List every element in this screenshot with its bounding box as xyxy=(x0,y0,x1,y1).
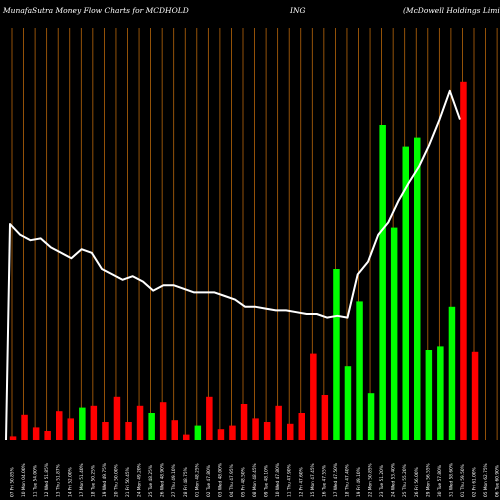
bar xyxy=(44,431,51,440)
bar xyxy=(136,405,144,440)
x-tick-label: 12 Fri 47.60% xyxy=(298,467,304,497)
bar xyxy=(206,396,213,440)
x-tick-label: 25 Thu 55.20% xyxy=(402,464,408,497)
x-tick-label: 27 Thu 49.10% xyxy=(171,464,177,497)
bar xyxy=(194,425,202,440)
bar xyxy=(90,405,98,440)
bar xyxy=(229,425,236,440)
x-tick-label: 24 Wed 53.40% xyxy=(391,463,397,497)
bar xyxy=(102,422,109,440)
bar xyxy=(437,346,444,440)
x-tick-labels: 07 Fri 50.85% 10 Mon 04.00% 11 Tue 54.00% 1… xyxy=(10,463,500,497)
bar xyxy=(56,411,63,440)
x-tick-label: 26 Fri 56.00% xyxy=(414,467,420,497)
bar xyxy=(9,436,17,440)
x-tick-label: 02 Tue 47.80% xyxy=(206,465,212,497)
x-tick-label: 01 Mon 48.25% xyxy=(194,463,200,497)
title-right: (McDowell Holdings Limit xyxy=(403,6,500,15)
x-tick-label: 14 Fri 52.00% xyxy=(67,467,73,497)
bar xyxy=(356,301,363,440)
x-tick-label: 08 Mon 48.45% xyxy=(252,463,258,497)
bar xyxy=(67,418,74,440)
x-tick-label: 07 Fri 50.85% xyxy=(10,467,16,497)
bar xyxy=(113,396,121,440)
bar xyxy=(171,420,178,440)
x-tick-label: 12 Wed 51.85% xyxy=(44,463,50,497)
bar xyxy=(21,414,28,440)
x-tick-label: 10 Mon 04.00% xyxy=(21,463,27,497)
bar xyxy=(263,422,271,440)
x-tick-label: 24 Mon 49.20% xyxy=(137,463,143,497)
x-tick-label: 10 Wed 47.80% xyxy=(275,463,281,497)
bar xyxy=(79,407,86,440)
title-left: MunafaSutra Money Flow Charts for MCDHOL… xyxy=(2,6,189,15)
bar xyxy=(448,306,456,440)
x-tick-label: 31 Wed 58.60% xyxy=(448,463,454,497)
x-tick-label: 15 Mon 47.45% xyxy=(310,463,316,497)
bar xyxy=(125,422,132,440)
chart-title: MunafaSutra Money Flow Charts for MCDHOL… xyxy=(2,6,500,15)
bar xyxy=(402,146,409,440)
x-tick-label: 09 Tue 48.10% xyxy=(264,465,270,497)
x-tick-label: 17 Mon 51.40% xyxy=(79,463,85,497)
x-tick-label: 25 Tue 48.25% xyxy=(148,465,154,497)
x-tick-label: 19 Fri 49.10% xyxy=(356,467,362,497)
x-tick-label: 23 Tue 51.20% xyxy=(379,465,385,497)
title-middle: ING xyxy=(289,6,306,15)
x-tick-label: 18 Tue 50.25% xyxy=(90,465,96,497)
bar xyxy=(217,429,225,440)
money-flow-line xyxy=(5,89,461,441)
bar xyxy=(240,404,248,440)
x-tick-label: 02 Fri 61.00% xyxy=(472,467,478,497)
x-tick-label: 19 Wed 49.75% xyxy=(102,463,108,497)
bar xyxy=(32,427,40,440)
x-tick-label: 11 Tue 54.00% xyxy=(33,465,39,497)
bar xyxy=(414,137,421,440)
x-tick-label: 29 Mon 56.55% xyxy=(425,463,431,497)
x-tick-label: 16 Tue 47.55% xyxy=(321,465,327,497)
x-tick-label: 18 Thu 47.40% xyxy=(345,464,351,497)
bars xyxy=(9,81,479,441)
x-tick-label: 04 Thu 47.95% xyxy=(229,464,235,497)
bar xyxy=(379,125,386,440)
x-tick-label: 17 Wed 47.50% xyxy=(333,463,339,497)
bar xyxy=(275,405,282,440)
bar xyxy=(471,351,479,440)
bar xyxy=(287,423,294,440)
x-tick-label: 06 Tue 60.90% xyxy=(495,465,500,497)
bar xyxy=(333,269,340,440)
x-tick-label: 13 Thu 51.87% xyxy=(56,464,62,497)
x-tick-label: 26 Wed 48.90% xyxy=(160,463,166,497)
x-tick-label: 30 Tue 57.80% xyxy=(437,465,443,497)
bar xyxy=(252,418,259,440)
bar xyxy=(183,434,190,440)
x-tick-label: 28 Fri 48.75% xyxy=(183,467,189,497)
bar xyxy=(321,395,329,440)
x-tick-label: 01 Thu 59.50% xyxy=(460,464,466,497)
bar xyxy=(460,81,467,441)
bar xyxy=(159,402,167,440)
bar xyxy=(367,393,375,440)
bar xyxy=(425,350,433,440)
bar xyxy=(344,366,352,440)
grid-lines xyxy=(11,28,498,440)
bar xyxy=(298,413,305,440)
x-tick-label: 22 Mon 50.85% xyxy=(368,463,374,497)
bar xyxy=(148,413,155,440)
x-tick-label: 05 Mon 62.75% xyxy=(483,463,489,497)
x-tick-label: 20 Thu 50.00% xyxy=(114,464,120,497)
x-tick-label: 21 Fri 50.45% xyxy=(125,467,131,497)
bar xyxy=(390,227,398,440)
x-tick-label: 05 Fri 48.50% xyxy=(241,467,247,497)
x-tick-label: 03 Wed 48.00% xyxy=(217,463,223,497)
x-tick-label: 11 Thu 47.90% xyxy=(287,464,293,497)
bar xyxy=(310,353,317,440)
